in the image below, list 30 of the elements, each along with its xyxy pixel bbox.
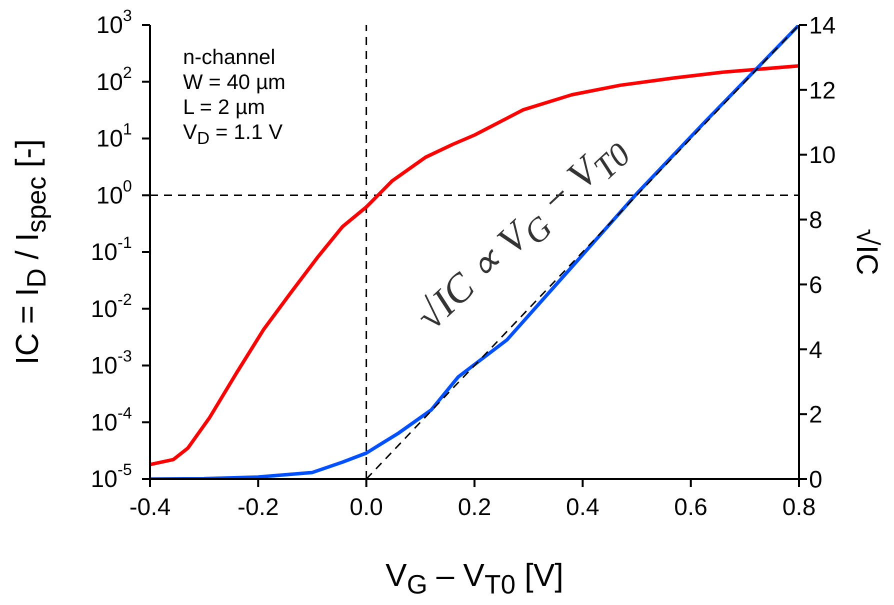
- y-tick-label: 10$^{-2}$: [90, 290, 132, 322]
- y2-tick-label: 6: [809, 272, 822, 299]
- annotation: n-channel: [183, 45, 276, 70]
- y2-tick-label: 8: [809, 207, 822, 234]
- x-tick-label: 0.2: [458, 494, 492, 520]
- y-tick-label: 10$^{-5}$: [90, 461, 132, 492]
- x-tick-label: 0.8: [782, 494, 816, 520]
- y2-tick-label: 2: [809, 402, 822, 429]
- y2-tick-label: 4: [809, 336, 822, 364]
- x-tick-label: 0.0: [350, 494, 384, 520]
- y-tick-label: 10$^{3}$: [96, 7, 132, 38]
- annotation: L = 2 µm: [183, 95, 266, 120]
- annotation: W = 40 µm: [183, 70, 286, 95]
- x-tick-label: 0.4: [566, 494, 600, 520]
- x-tick-label: 0.6: [674, 494, 708, 520]
- y-tick-label: 10$^{2}$: [96, 64, 132, 96]
- y2-tick-label: 12: [809, 77, 836, 104]
- y-tick-label: 10$^{-4}$: [90, 404, 132, 436]
- x-tick-label: -0.4: [129, 494, 171, 520]
- y-tick-label: 10$^{-3}$: [90, 348, 132, 379]
- y-tick-label: 10$^{-1}$: [90, 234, 132, 266]
- x-axis-title: V$_{G}$ – V$_{T0}$ [V]: [384, 556, 565, 602]
- y2-tick-label: 10: [809, 142, 836, 170]
- y2-tick-label: 0: [809, 466, 822, 494]
- y-tick-label: 10$^{1}$: [96, 120, 132, 152]
- y2-tick-label: 14: [809, 12, 836, 40]
- x-tick-label: -0.2: [237, 494, 279, 520]
- y2-axis-title: √IC: [849, 228, 884, 278]
- annotation: V$_{D}$ = 1.1 V: [183, 120, 284, 150]
- y-tick-label: 10$^{0}$: [96, 177, 132, 209]
